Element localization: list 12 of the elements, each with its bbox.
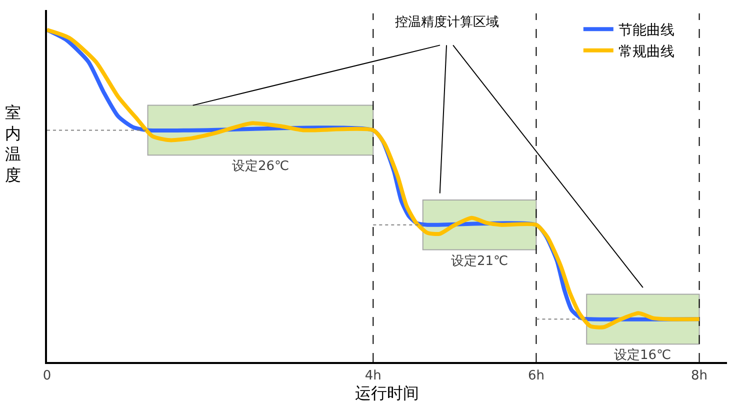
x-axis-title: 运行时间 [355, 384, 419, 403]
x-tick-label: 8h [691, 368, 708, 384]
band-label: 设定21℃ [451, 254, 508, 269]
legend-label: 常规曲线 [618, 44, 674, 60]
y-axis-title: 室内温度 [5, 103, 21, 184]
band-label: 设定26℃ [232, 159, 290, 174]
x-tick-label: 6h [528, 368, 544, 384]
annotation: 控温精度计算区域 [395, 14, 499, 30]
band-label: 设定16℃ [614, 348, 672, 363]
x-tick-label: 0 [42, 368, 52, 384]
legend-label: 节能曲线 [618, 22, 674, 39]
x-tick-label: 4h [364, 368, 382, 384]
